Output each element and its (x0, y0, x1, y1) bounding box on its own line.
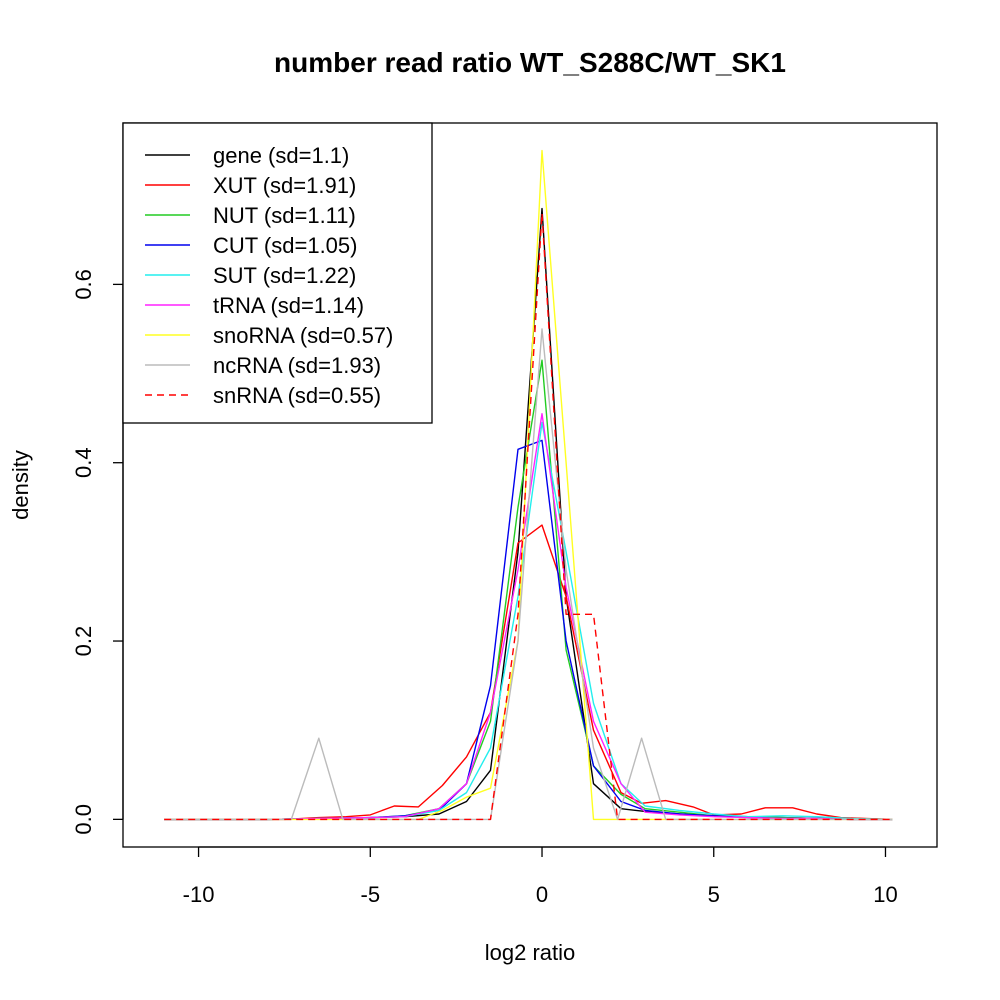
legend-box (122, 122, 433, 424)
series-line (164, 421, 893, 821)
legend-entry: gene (sd=1.1) (213, 143, 349, 168)
x-tick-label: -10 (183, 882, 215, 907)
legend-entry: SUT (sd=1.22) (213, 263, 356, 288)
series-line (164, 212, 893, 821)
x-tick-label: 5 (708, 882, 720, 907)
y-axis: 0.0 0.2 0.4 0.6 (71, 269, 124, 835)
legend-entry: snRNA (sd=0.55) (213, 383, 381, 408)
series-line (164, 328, 893, 821)
legend-entry: NUT (sd=1.11) (213, 203, 356, 228)
y-tick-label: 0.4 (71, 447, 96, 478)
y-axis-label: density (8, 450, 33, 520)
legend-entry: snoRNA (sd=0.57) (213, 323, 393, 348)
x-axis: -10 -5 0 5 10 (183, 846, 898, 907)
y-tick-label: 0.2 (71, 626, 96, 657)
y-tick-label: 0.6 (71, 269, 96, 300)
legend-entry: XUT (sd=1.91) (213, 173, 356, 198)
series-layer (164, 149, 893, 821)
legend: gene (sd=1.1) XUT (sd=1.91) NUT (sd=1.11) C… (122, 122, 433, 424)
legend-entry: CUT (sd=1.05) (213, 233, 357, 258)
legend-entry: ncRNA (sd=1.93) (213, 353, 381, 378)
series-line (164, 439, 893, 821)
x-tick-label: 10 (873, 882, 897, 907)
y-tick-label: 0.0 (71, 804, 96, 835)
x-tick-label: 0 (536, 882, 548, 907)
x-tick-label: -5 (361, 882, 381, 907)
series-line (164, 413, 893, 821)
chart-title: number read ratio WT_S288C/WT_SK1 (274, 47, 786, 78)
x-axis-label: log2 ratio (485, 940, 576, 965)
legend-entry: tRNA (sd=1.14) (213, 293, 364, 318)
series-line (164, 524, 893, 821)
